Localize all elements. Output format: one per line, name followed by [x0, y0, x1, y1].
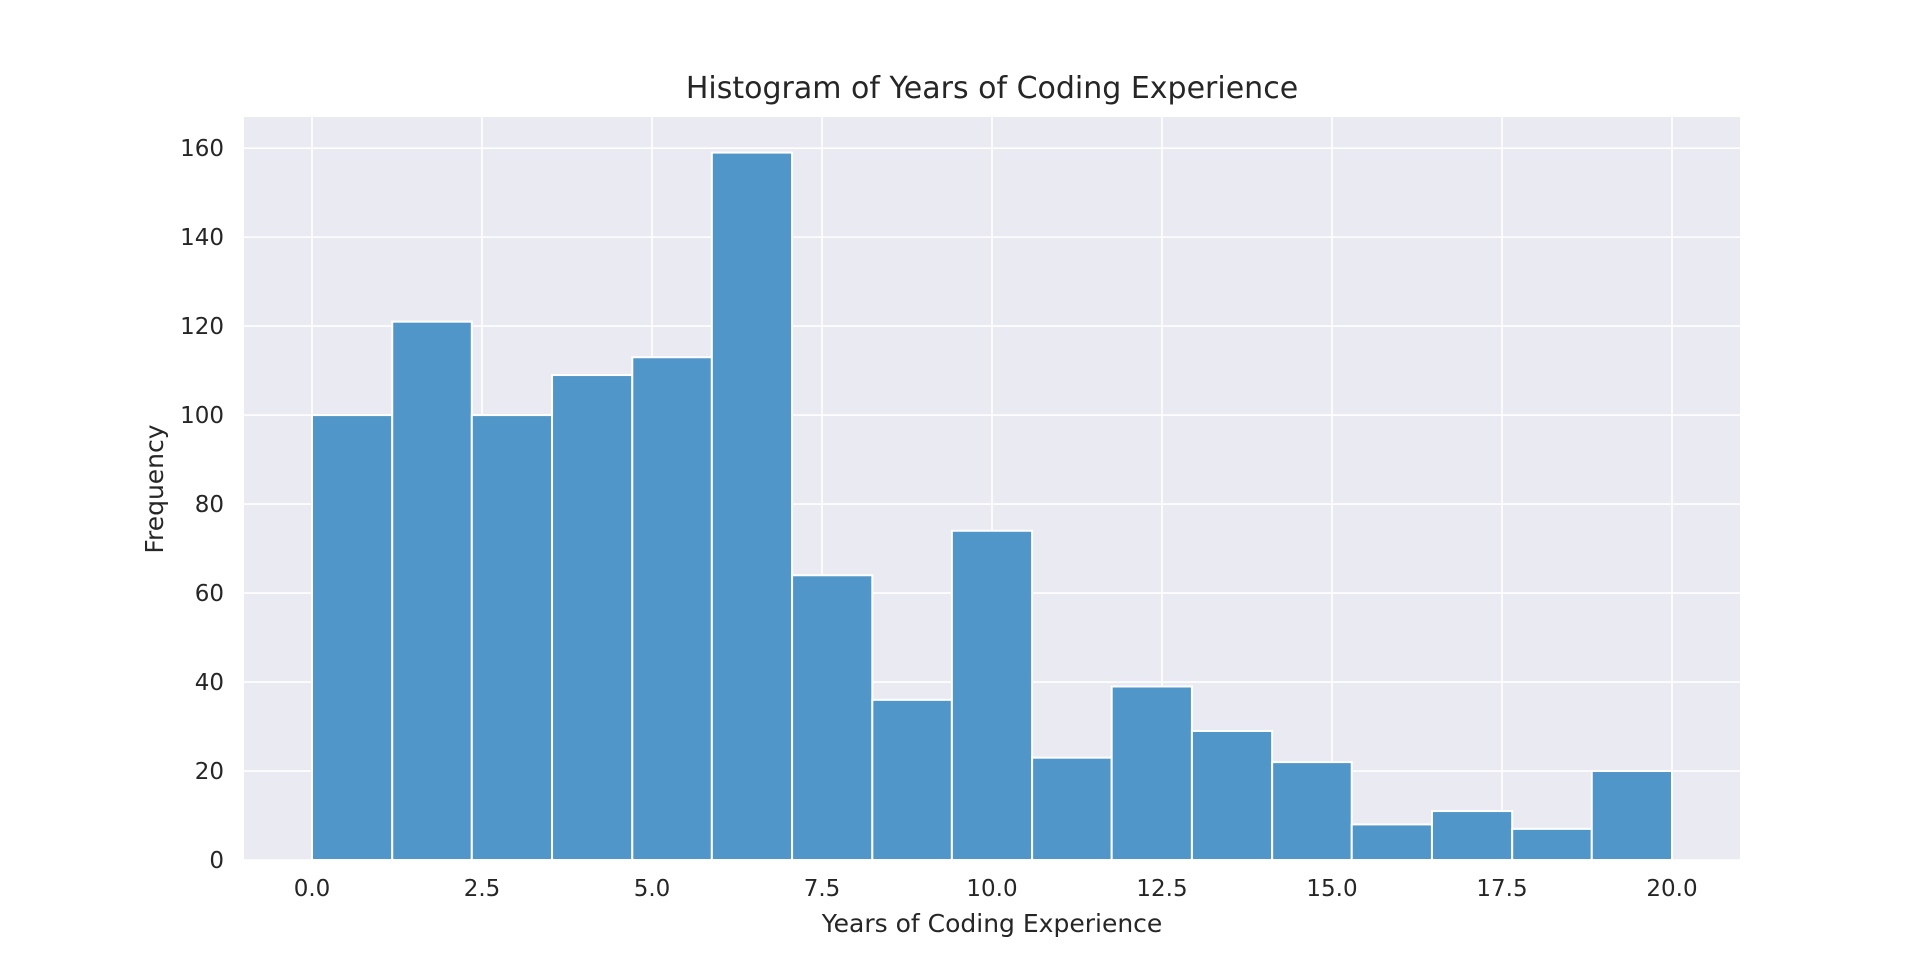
y-tick-label: 120 — [180, 314, 224, 340]
histogram-bar — [631, 356, 713, 861]
x-tick-label: 5.0 — [634, 876, 671, 902]
histogram-bar — [311, 414, 394, 861]
x-tick-label: 12.5 — [1136, 876, 1187, 902]
histogram-bar — [791, 574, 874, 862]
x-tick-label: 7.5 — [804, 876, 841, 902]
histogram-bar — [391, 320, 473, 861]
histogram-bar — [1110, 685, 1193, 862]
y-axis-label: Frequency — [140, 424, 169, 553]
histogram-bars — [311, 151, 1674, 862]
histogram-bar — [1271, 761, 1353, 861]
histogram-bar — [1430, 810, 1514, 861]
histogram-bar — [1190, 729, 1274, 862]
histogram-bar — [710, 151, 794, 861]
y-tick-label: 40 — [195, 670, 224, 696]
y-tick-label: 80 — [195, 492, 224, 518]
y-axis-ticks: 0 20 40 60 80 100 120 140 160 — [180, 136, 224, 874]
histogram-bar — [1511, 827, 1593, 861]
histogram-bar — [470, 414, 554, 861]
x-tick-label: 15.0 — [1306, 876, 1357, 902]
histogram-bar — [1350, 823, 1433, 861]
y-tick-label: 160 — [180, 136, 224, 162]
x-tick-label: 0.0 — [294, 876, 331, 902]
histogram-bar — [1590, 770, 1674, 861]
x-tick-label: 17.5 — [1476, 876, 1527, 902]
x-axis-ticks: 0.0 2.5 5.0 7.5 10.0 12.5 15.0 17.5 20.0 — [294, 876, 1698, 902]
y-tick-label: 20 — [195, 759, 224, 785]
x-tick-label: 10.0 — [966, 876, 1017, 902]
y-tick-label: 60 — [195, 581, 224, 607]
y-tick-label: 140 — [180, 225, 224, 251]
histogram-bar — [551, 374, 634, 861]
x-tick-label: 20.0 — [1646, 876, 1697, 902]
histogram-bar — [871, 698, 953, 861]
chart-title: Histogram of Years of Coding Experience — [686, 71, 1298, 106]
y-tick-label: 0 — [209, 848, 224, 874]
histogram-bar — [950, 529, 1034, 861]
histogram-bar — [1031, 756, 1113, 861]
y-tick-label: 100 — [180, 403, 224, 429]
x-axis-label: Years of Coding Experience — [821, 909, 1163, 938]
x-tick-label: 2.5 — [464, 876, 501, 902]
